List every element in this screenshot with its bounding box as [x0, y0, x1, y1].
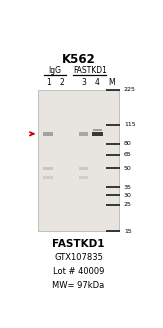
- Text: 65: 65: [124, 152, 132, 157]
- Text: M: M: [108, 78, 115, 87]
- FancyBboxPatch shape: [93, 129, 102, 131]
- Text: FASTKD1: FASTKD1: [73, 67, 107, 75]
- Text: 30: 30: [124, 193, 132, 197]
- FancyBboxPatch shape: [92, 132, 103, 136]
- Text: MW= 97kDa: MW= 97kDa: [52, 280, 105, 290]
- Text: 35: 35: [124, 185, 132, 190]
- Text: Lot # 40009: Lot # 40009: [53, 267, 104, 276]
- FancyBboxPatch shape: [79, 132, 88, 135]
- Text: 115: 115: [124, 122, 136, 127]
- Text: 50: 50: [124, 166, 132, 171]
- FancyBboxPatch shape: [43, 167, 53, 170]
- Text: IgG: IgG: [48, 67, 61, 75]
- FancyBboxPatch shape: [43, 176, 53, 179]
- Text: 2: 2: [60, 78, 64, 87]
- Text: K562: K562: [62, 53, 95, 66]
- Text: 80: 80: [124, 141, 132, 146]
- FancyBboxPatch shape: [79, 167, 88, 170]
- Text: FASTKD1: FASTKD1: [52, 239, 105, 249]
- FancyBboxPatch shape: [79, 176, 88, 179]
- Text: 1: 1: [46, 78, 51, 87]
- Text: 3: 3: [81, 78, 86, 87]
- Text: 25: 25: [124, 202, 132, 207]
- Text: GTX107835: GTX107835: [54, 253, 103, 262]
- FancyBboxPatch shape: [38, 90, 119, 231]
- Text: 15: 15: [124, 229, 132, 234]
- Text: 4: 4: [95, 78, 100, 87]
- Text: 225: 225: [124, 87, 136, 92]
- FancyBboxPatch shape: [43, 132, 53, 135]
